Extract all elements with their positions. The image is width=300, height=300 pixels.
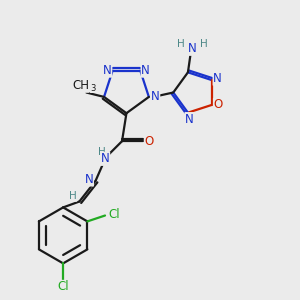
Text: N: N <box>213 72 222 85</box>
Text: N: N <box>141 64 150 77</box>
Text: Cl: Cl <box>57 280 69 293</box>
Text: H: H <box>200 39 208 49</box>
Text: N: N <box>188 42 197 55</box>
Text: N: N <box>103 64 112 77</box>
Text: O: O <box>214 98 223 112</box>
Text: H: H <box>69 191 77 201</box>
Text: H: H <box>177 39 184 49</box>
Text: Cl: Cl <box>108 208 120 220</box>
Text: N: N <box>185 112 194 126</box>
Text: H: H <box>98 147 105 157</box>
Text: 3: 3 <box>91 84 96 93</box>
Text: N: N <box>151 90 160 104</box>
Text: N: N <box>101 152 110 165</box>
Text: CH: CH <box>72 79 89 92</box>
Text: O: O <box>145 135 154 148</box>
Text: N: N <box>85 173 93 186</box>
